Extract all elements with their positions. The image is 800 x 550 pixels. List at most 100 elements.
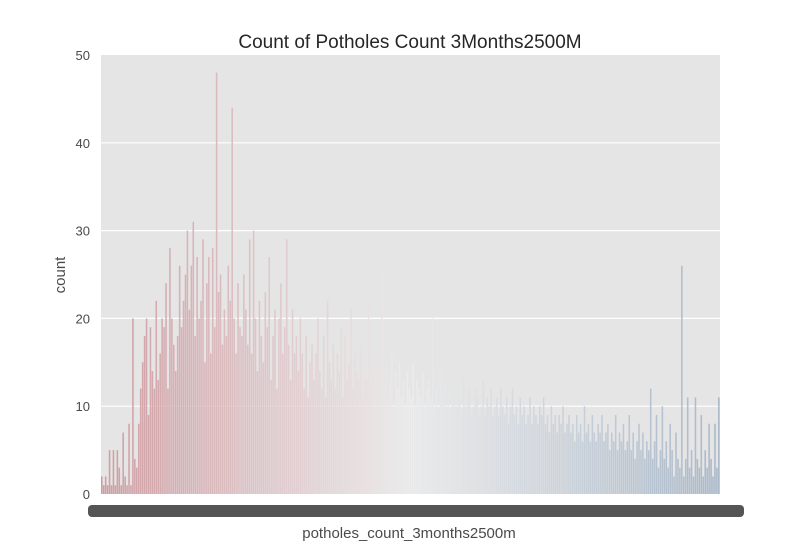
- bar: [579, 423, 582, 494]
- bar: [340, 327, 342, 494]
- bar: [649, 388, 652, 494]
- bar: [651, 458, 654, 494]
- bar: [268, 256, 270, 494]
- bar: [610, 432, 613, 494]
- bar: [599, 432, 601, 494]
- bar: [714, 423, 716, 494]
- bar: [441, 397, 444, 494]
- bar: [354, 353, 356, 494]
- bar: [252, 230, 255, 494]
- bar: [338, 371, 341, 494]
- bar: [505, 397, 508, 494]
- bar: [517, 423, 520, 494]
- bar: [309, 362, 311, 494]
- bar: [383, 388, 385, 494]
- bar: [396, 388, 399, 494]
- bar: [165, 283, 167, 494]
- bar: [278, 318, 280, 494]
- bar: [350, 309, 352, 494]
- bar: [280, 283, 282, 494]
- bar: [702, 476, 705, 494]
- bar: [540, 414, 543, 494]
- bar: [161, 318, 163, 494]
- bar: [472, 406, 475, 494]
- bar: [184, 274, 187, 494]
- bar: [151, 371, 154, 494]
- bar: [204, 362, 206, 494]
- x-tick-labels-band: [88, 505, 744, 517]
- bar: [169, 248, 171, 494]
- bar: [202, 239, 204, 494]
- bar: [628, 414, 631, 494]
- bar: [655, 414, 658, 494]
- bar: [445, 406, 448, 494]
- bar: [463, 379, 465, 494]
- bar: [285, 239, 288, 494]
- bar: [245, 309, 247, 494]
- bar: [587, 423, 590, 494]
- bar: [206, 283, 208, 494]
- bar: [246, 344, 249, 494]
- bar: [361, 397, 364, 494]
- bar: [320, 388, 323, 494]
- bar: [190, 265, 193, 494]
- bar: [482, 379, 485, 494]
- bars: [101, 72, 720, 495]
- bar: [511, 388, 514, 494]
- bar: [239, 327, 241, 494]
- bar: [311, 344, 313, 494]
- bar: [359, 344, 362, 494]
- bar: [480, 406, 483, 494]
- bar: [149, 327, 152, 494]
- bar: [392, 406, 395, 494]
- bar: [632, 432, 634, 494]
- bar: [513, 414, 516, 494]
- bar: [496, 397, 498, 494]
- bar: [700, 414, 703, 494]
- bar: [106, 485, 109, 494]
- bar: [136, 467, 138, 494]
- y-axis-label: count: [52, 256, 69, 294]
- bar: [248, 239, 251, 494]
- bar: [264, 292, 267, 494]
- bar: [153, 388, 156, 494]
- y-tick-label: 20: [76, 311, 90, 326]
- bar: [416, 379, 418, 494]
- x-axis-label: potholes_count_3months2500m: [302, 525, 516, 542]
- bar: [694, 397, 697, 494]
- bar: [675, 432, 677, 494]
- y-tick-label: 0: [83, 487, 90, 502]
- bar: [500, 388, 502, 494]
- bar: [501, 406, 504, 494]
- bar: [128, 423, 130, 494]
- bar: [620, 441, 623, 494]
- bar: [369, 388, 372, 494]
- bar: [342, 397, 344, 494]
- bar: [618, 432, 621, 494]
- bar: [626, 441, 629, 494]
- bar: [529, 397, 531, 494]
- bar: [476, 397, 479, 494]
- bar: [178, 265, 181, 494]
- bar: [688, 467, 691, 494]
- bar: [507, 423, 510, 494]
- x-ticks: [88, 505, 744, 517]
- bar: [379, 362, 381, 494]
- bar: [192, 221, 195, 494]
- gridlines: [101, 142, 720, 407]
- bar: [287, 344, 290, 494]
- bar: [575, 414, 578, 494]
- bar: [227, 265, 230, 494]
- bar: [494, 406, 496, 494]
- bar: [147, 414, 150, 494]
- bar: [665, 441, 668, 494]
- bar: [305, 335, 307, 494]
- bar: [503, 414, 506, 494]
- bar: [365, 379, 368, 494]
- bar: [208, 256, 210, 494]
- bar: [566, 423, 568, 494]
- bar: [418, 388, 420, 494]
- bar: [681, 265, 683, 494]
- bar: [402, 379, 405, 494]
- bar: [188, 309, 191, 494]
